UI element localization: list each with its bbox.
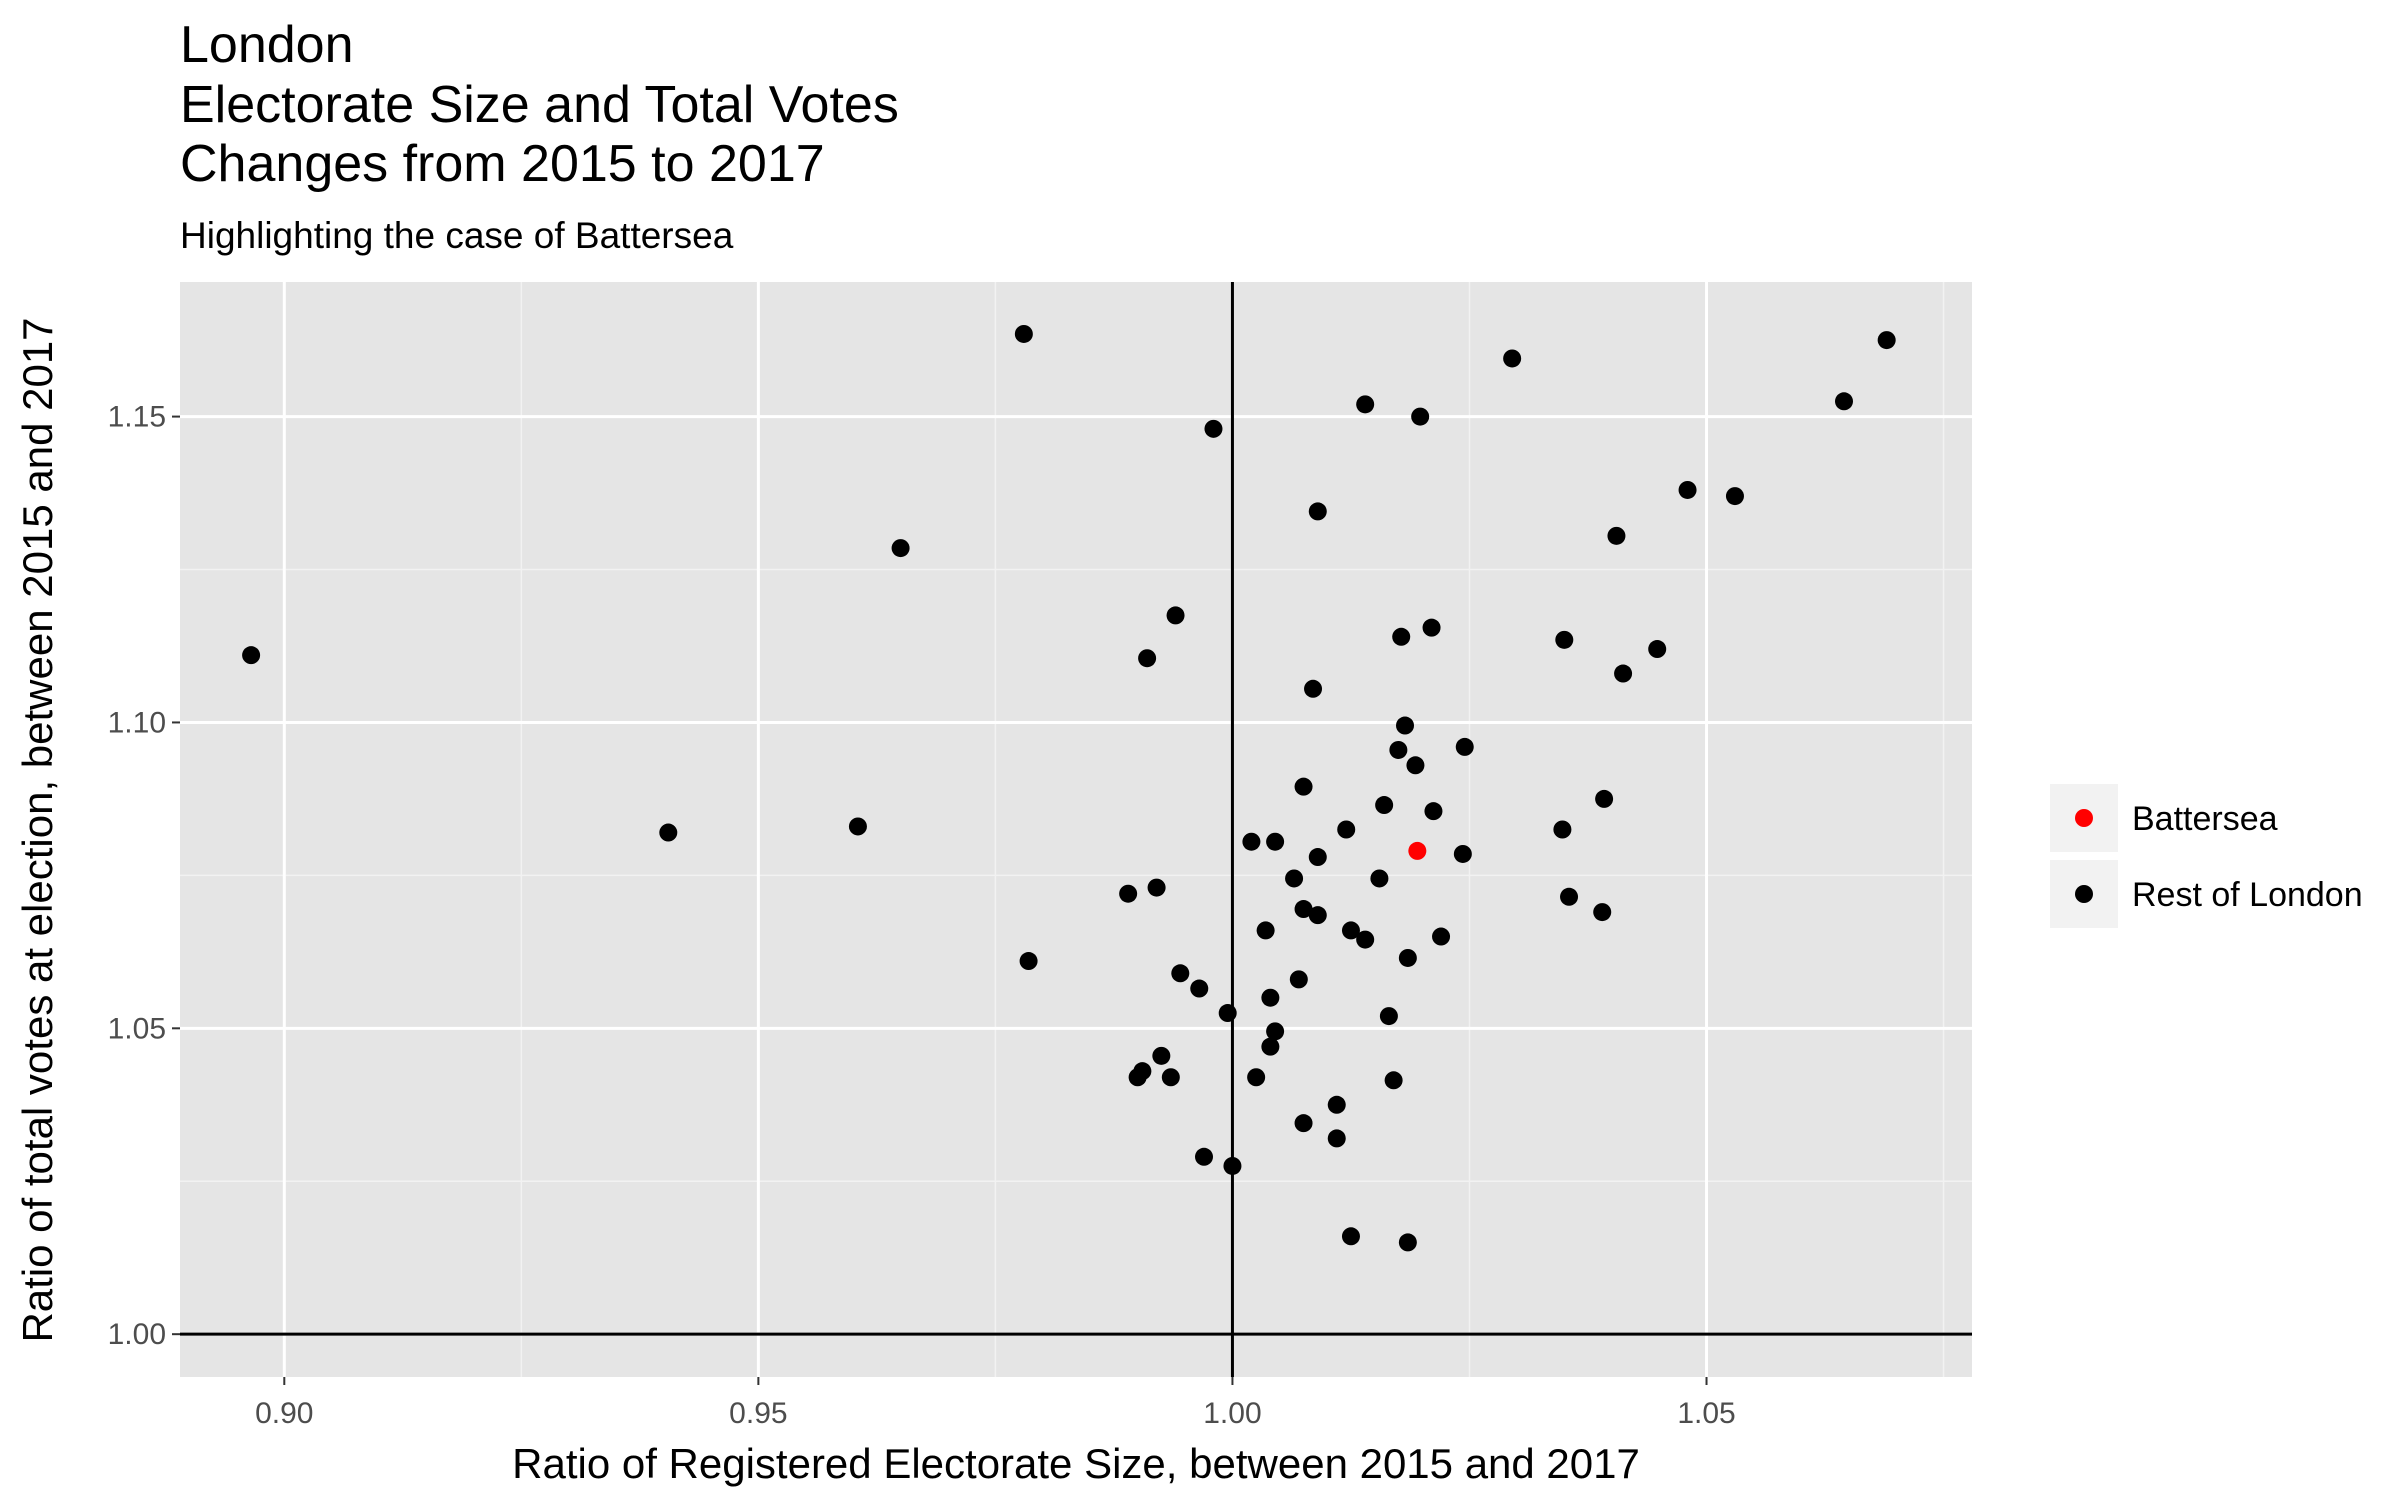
data-point-rest-of-london — [1019, 952, 1038, 971]
x-tick-label: 0.90 — [255, 1397, 313, 1430]
x-tick-label: 1.05 — [1677, 1397, 1735, 1430]
chart-subtitle: Highlighting the case of Battersea — [180, 215, 734, 256]
y-axis-title: Ratio of total votes at election, betwee… — [14, 317, 61, 1342]
plot-panel — [180, 282, 1972, 1377]
x-axis-title: Ratio of Registered Electorate Size, bet… — [512, 1440, 1640, 1487]
data-point-rest-of-london — [1593, 903, 1612, 922]
y-axis: 1.00 1.05 1.10 1.15 — [108, 401, 180, 1351]
data-points — [242, 324, 1896, 1252]
data-point-rest-of-london — [1455, 737, 1474, 756]
y-tick-label: 1.05 — [108, 1012, 166, 1045]
data-point-rest-of-london — [1256, 921, 1275, 940]
data-point-rest-of-london — [1406, 756, 1425, 775]
data-point-rest-of-london — [242, 646, 261, 665]
data-point-rest-of-london — [1247, 1068, 1266, 1087]
data-point-rest-of-london — [1678, 480, 1697, 499]
x-tick-label: 1.00 — [1203, 1397, 1261, 1430]
data-point-rest-of-london — [1453, 844, 1472, 863]
data-point-rest-of-london — [1289, 970, 1308, 989]
data-point-rest-of-london — [1356, 395, 1375, 414]
data-point-rest-of-london — [1223, 1156, 1242, 1175]
data-point-rest-of-london — [1308, 502, 1327, 521]
data-point-rest-of-london — [1553, 820, 1572, 839]
data-point-rest-of-london — [1152, 1046, 1171, 1065]
x-tick-label: 0.95 — [729, 1397, 787, 1430]
minor-gridlines — [180, 282, 1972, 1377]
chart-title-line-2: Electorate Size and Total Votes — [180, 76, 899, 134]
reference-lines — [180, 282, 1972, 1377]
data-point-rest-of-london — [1119, 884, 1138, 903]
data-point-rest-of-london — [1195, 1147, 1213, 1166]
data-point-rest-of-london — [1266, 832, 1285, 851]
data-point-rest-of-london — [1242, 832, 1261, 851]
data-point-rest-of-london — [1308, 906, 1327, 925]
data-point-rest-of-london — [1835, 392, 1853, 411]
legend-marker-rest-of-london — [2075, 885, 2093, 903]
legend-label-rest-of-london: Rest of London — [2132, 876, 2363, 914]
data-point-rest-of-london — [1294, 777, 1313, 796]
y-tick-label: 1.15 — [108, 401, 166, 434]
y-tick-label: 1.00 — [108, 1318, 166, 1351]
data-point-rest-of-london — [1266, 1022, 1285, 1041]
data-point-rest-of-london — [1014, 324, 1033, 343]
data-point-rest-of-london — [1384, 1071, 1403, 1090]
data-point-rest-of-london — [1595, 789, 1614, 808]
data-point-rest-of-london — [1327, 1129, 1346, 1148]
legend-marker-battersea — [2075, 809, 2093, 827]
data-point-rest-of-london — [1503, 349, 1522, 368]
chart-title-line-3: Changes from 2015 to 2017 — [180, 135, 825, 193]
data-point-rest-of-london — [1614, 664, 1633, 683]
data-point-rest-of-london — [659, 823, 678, 842]
panel-background — [180, 282, 1972, 1377]
data-point-rest-of-london — [1422, 618, 1441, 637]
data-point-rest-of-london — [1370, 869, 1389, 888]
data-point-rest-of-london — [1398, 948, 1417, 967]
data-point-rest-of-london — [1294, 1114, 1313, 1133]
data-point-rest-of-london — [1398, 1233, 1417, 1252]
data-point-rest-of-london — [1308, 848, 1327, 867]
data-point-rest-of-london — [1411, 407, 1430, 426]
data-point-rest-of-london — [1261, 988, 1280, 1007]
data-point-rest-of-london — [1432, 927, 1451, 946]
data-point-rest-of-london — [1171, 964, 1190, 983]
data-point-rest-of-london — [1379, 1007, 1398, 1026]
data-point-rest-of-london — [1375, 796, 1394, 815]
data-point-rest-of-london — [1261, 1037, 1280, 1056]
data-point-rest-of-london — [1138, 649, 1157, 668]
data-point-rest-of-london — [1166, 606, 1185, 625]
data-point-rest-of-london — [1190, 979, 1209, 998]
data-point-rest-of-london — [1424, 802, 1443, 821]
data-point-rest-of-london — [1147, 878, 1166, 897]
data-point-rest-of-london — [1389, 740, 1408, 759]
data-point-rest-of-london — [1133, 1062, 1152, 1081]
data-point-rest-of-london — [1218, 1004, 1237, 1023]
data-point-rest-of-london — [1341, 921, 1360, 940]
legend-label-battersea: Battersea — [2132, 800, 2278, 838]
data-point-rest-of-london — [1555, 630, 1574, 649]
legend: Battersea Rest of London — [2050, 784, 2363, 928]
data-point-battersea — [1408, 841, 1427, 860]
data-point-rest-of-london — [1327, 1095, 1346, 1114]
data-point-rest-of-london — [1560, 887, 1579, 906]
data-point-rest-of-london — [1648, 640, 1667, 659]
data-point-rest-of-london — [891, 539, 910, 558]
data-point-rest-of-london — [1396, 716, 1415, 735]
data-point-rest-of-london — [1294, 900, 1313, 919]
data-point-rest-of-london — [1285, 869, 1304, 888]
chart-title-line-1: London — [180, 16, 354, 74]
data-point-rest-of-london — [1877, 331, 1896, 350]
data-point-rest-of-london — [1392, 627, 1411, 646]
x-axis: 0.90 0.95 1.00 1.05 — [255, 1377, 1736, 1430]
y-tick-label: 1.10 — [108, 706, 166, 739]
data-point-rest-of-london — [1356, 930, 1375, 949]
data-point-rest-of-london — [1725, 487, 1744, 506]
data-point-rest-of-london — [1204, 419, 1223, 438]
data-point-rest-of-london — [1341, 1227, 1360, 1246]
data-point-rest-of-london — [1337, 820, 1356, 839]
data-point-rest-of-london — [1304, 679, 1323, 698]
data-point-rest-of-london — [1161, 1068, 1180, 1087]
data-point-rest-of-london — [848, 817, 867, 836]
data-point-rest-of-london — [1607, 526, 1626, 545]
